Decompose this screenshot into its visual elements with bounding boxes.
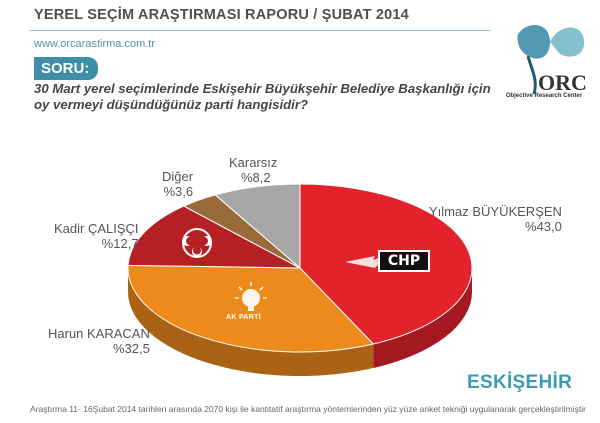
question-text: 30 Mart yerel seçimlerinde Eskişehir Büy… (34, 81, 491, 112)
logo-tagline: Objective Research Center (505, 93, 583, 99)
chp-logo: CHP (378, 250, 430, 272)
slice-value: %3,6 (163, 184, 194, 199)
slice-label-kadir: Kadir ÇALIŞÇI %12,7 (54, 221, 139, 251)
slice-value: %43,0 (525, 219, 562, 234)
slice-value: %8,2 (241, 170, 271, 185)
header-divider (30, 30, 490, 31)
ak-party-bulb-icon (235, 282, 267, 311)
slice-value: %12,7 (101, 236, 139, 251)
pie-sides (127, 268, 472, 376)
slice-name: Harun KARACAN (48, 326, 150, 341)
pie-side-harun (127, 268, 374, 376)
slice-value: %32,5 (113, 341, 150, 356)
slice-label-harun: Harun KARACAN %32,5 (48, 326, 150, 356)
slice-name: Diğer (162, 169, 194, 184)
pie-slice-kararsız (214, 183, 301, 270)
logo-wordmark: ORC (538, 70, 587, 95)
methodology-note: Araştırma 11- 16Şubat 2014 tarihleri ara… (30, 404, 586, 414)
pie-decorations (182, 228, 381, 311)
slice-name: Yılmaz BÜYÜKERŞEN (429, 204, 562, 219)
chp-arrows-icon (345, 256, 381, 268)
slice-label-yilmaz: Yılmaz BÜYÜKERŞEN %43,0 (429, 204, 562, 234)
slice-label-diger: Diğer %3,6 (162, 169, 193, 199)
report-title: YEREL SEÇİM ARAŞTIRMASI RAPORU / ŞUBAT 2… (34, 7, 409, 23)
pie-side-yılmaz (373, 268, 472, 369)
slice-label-kararsiz: Kararsız %8,2 (229, 155, 277, 185)
mhp-crescents-icon (182, 228, 212, 258)
question-label: SORU: (34, 57, 99, 80)
ak-party-logo-text: AK PARTİ (226, 314, 261, 321)
slice-name: Kadir ÇALIŞÇI (54, 221, 139, 236)
orc-logo-icon: ORC (517, 24, 587, 95)
slice-name: Kararsız (229, 155, 278, 170)
city-name: ESKİŞEHİR (467, 372, 573, 393)
website-link[interactable]: www.orcarastirma.com.tr (34, 38, 156, 50)
pie-slice-kadir (127, 205, 301, 269)
